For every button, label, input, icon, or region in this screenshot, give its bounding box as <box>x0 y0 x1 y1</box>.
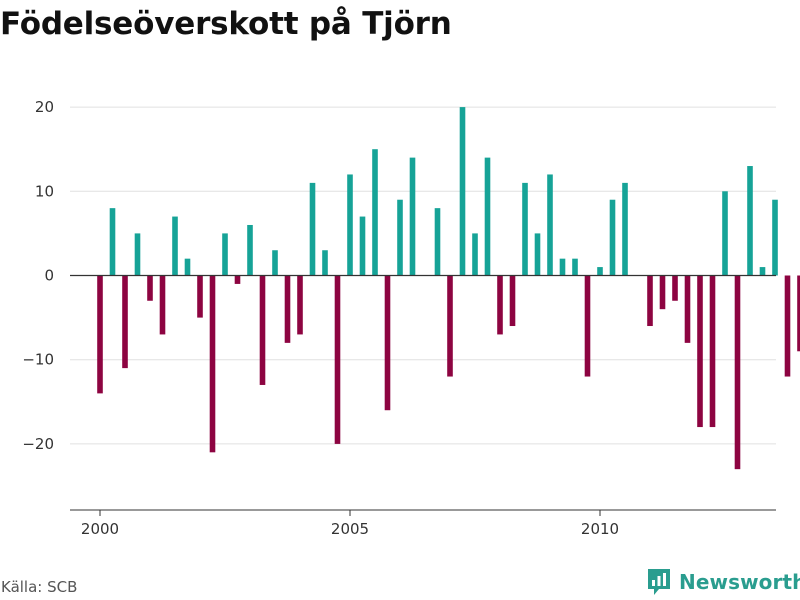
x-axis: 200020052010201520202025 <box>70 509 776 538</box>
bar[interactable] <box>159 275 166 335</box>
bar[interactable] <box>109 208 116 276</box>
y-tick-label: −20 <box>22 435 54 453</box>
bar[interactable] <box>772 199 778 276</box>
source-label: Källa: SCB <box>1 578 78 596</box>
bar[interactable] <box>672 275 678 301</box>
bar[interactable] <box>409 157 416 276</box>
bar[interactable] <box>397 199 403 276</box>
bar[interactable] <box>534 233 541 276</box>
bar[interactable] <box>709 275 716 428</box>
y-tick-label: −10 <box>22 351 54 369</box>
bar[interactable] <box>747 166 753 276</box>
bar[interactable] <box>472 233 478 276</box>
x-tick-label: 2000 <box>81 520 119 538</box>
bar[interactable] <box>122 275 128 369</box>
x-tick-label: 2010 <box>581 520 619 538</box>
bar[interactable] <box>784 275 791 377</box>
bar[interactable] <box>522 182 528 276</box>
brand-name: Newsworthy <box>679 570 800 594</box>
chart-title: Födelseöverskott på Tjörn <box>0 6 452 42</box>
bar[interactable] <box>797 275 800 352</box>
bar[interactable] <box>384 275 391 411</box>
bar[interactable] <box>484 157 491 276</box>
bar[interactable] <box>572 258 578 276</box>
brand-logo[interactable]: Newsworthy <box>646 568 800 596</box>
bar[interactable] <box>697 275 703 428</box>
bar[interactable] <box>347 174 353 276</box>
bar[interactable] <box>197 275 203 318</box>
bar[interactable] <box>247 224 253 276</box>
bar[interactable] <box>309 182 316 276</box>
x-tick-label: 2005 <box>331 520 369 538</box>
bar[interactable] <box>509 275 516 327</box>
bar[interactable] <box>659 275 666 310</box>
bar[interactable] <box>134 233 141 276</box>
bar[interactable] <box>497 275 503 335</box>
bar[interactable] <box>372 149 378 276</box>
bar[interactable] <box>597 267 603 276</box>
grid-lines <box>70 106 776 445</box>
bar[interactable] <box>184 258 191 276</box>
bar[interactable] <box>272 250 278 276</box>
bar[interactable] <box>284 275 291 343</box>
bar[interactable] <box>259 275 266 385</box>
bar[interactable] <box>434 208 441 276</box>
bar[interactable] <box>322 250 328 276</box>
bar[interactable] <box>759 267 766 276</box>
bar[interactable] <box>584 275 591 377</box>
bar[interactable] <box>647 275 653 327</box>
bar[interactable] <box>172 216 178 276</box>
bar[interactable] <box>222 233 228 276</box>
bar[interactable] <box>334 275 341 444</box>
y-tick-label: 10 <box>35 182 54 200</box>
bar[interactable] <box>559 258 566 276</box>
y-tick-label: 20 <box>35 98 54 116</box>
bar[interactable] <box>722 191 728 276</box>
y-axis: −20 −10 0 10 20 <box>22 98 54 453</box>
bar[interactable] <box>684 275 691 343</box>
bar[interactable] <box>734 275 741 470</box>
bar[interactable] <box>97 275 103 394</box>
bar[interactable] <box>622 182 628 276</box>
bar[interactable] <box>447 275 453 377</box>
bars <box>97 107 800 470</box>
bar[interactable] <box>609 199 616 276</box>
bar[interactable] <box>297 275 303 335</box>
y-tick-label: 0 <box>44 267 54 285</box>
bar[interactable] <box>147 275 153 301</box>
bar[interactable] <box>459 107 466 276</box>
newsworthy-logo-icon <box>648 569 670 595</box>
bar[interactable] <box>359 216 366 276</box>
bar[interactable] <box>547 174 553 276</box>
bar[interactable] <box>209 275 216 453</box>
bar[interactable] <box>234 275 241 284</box>
